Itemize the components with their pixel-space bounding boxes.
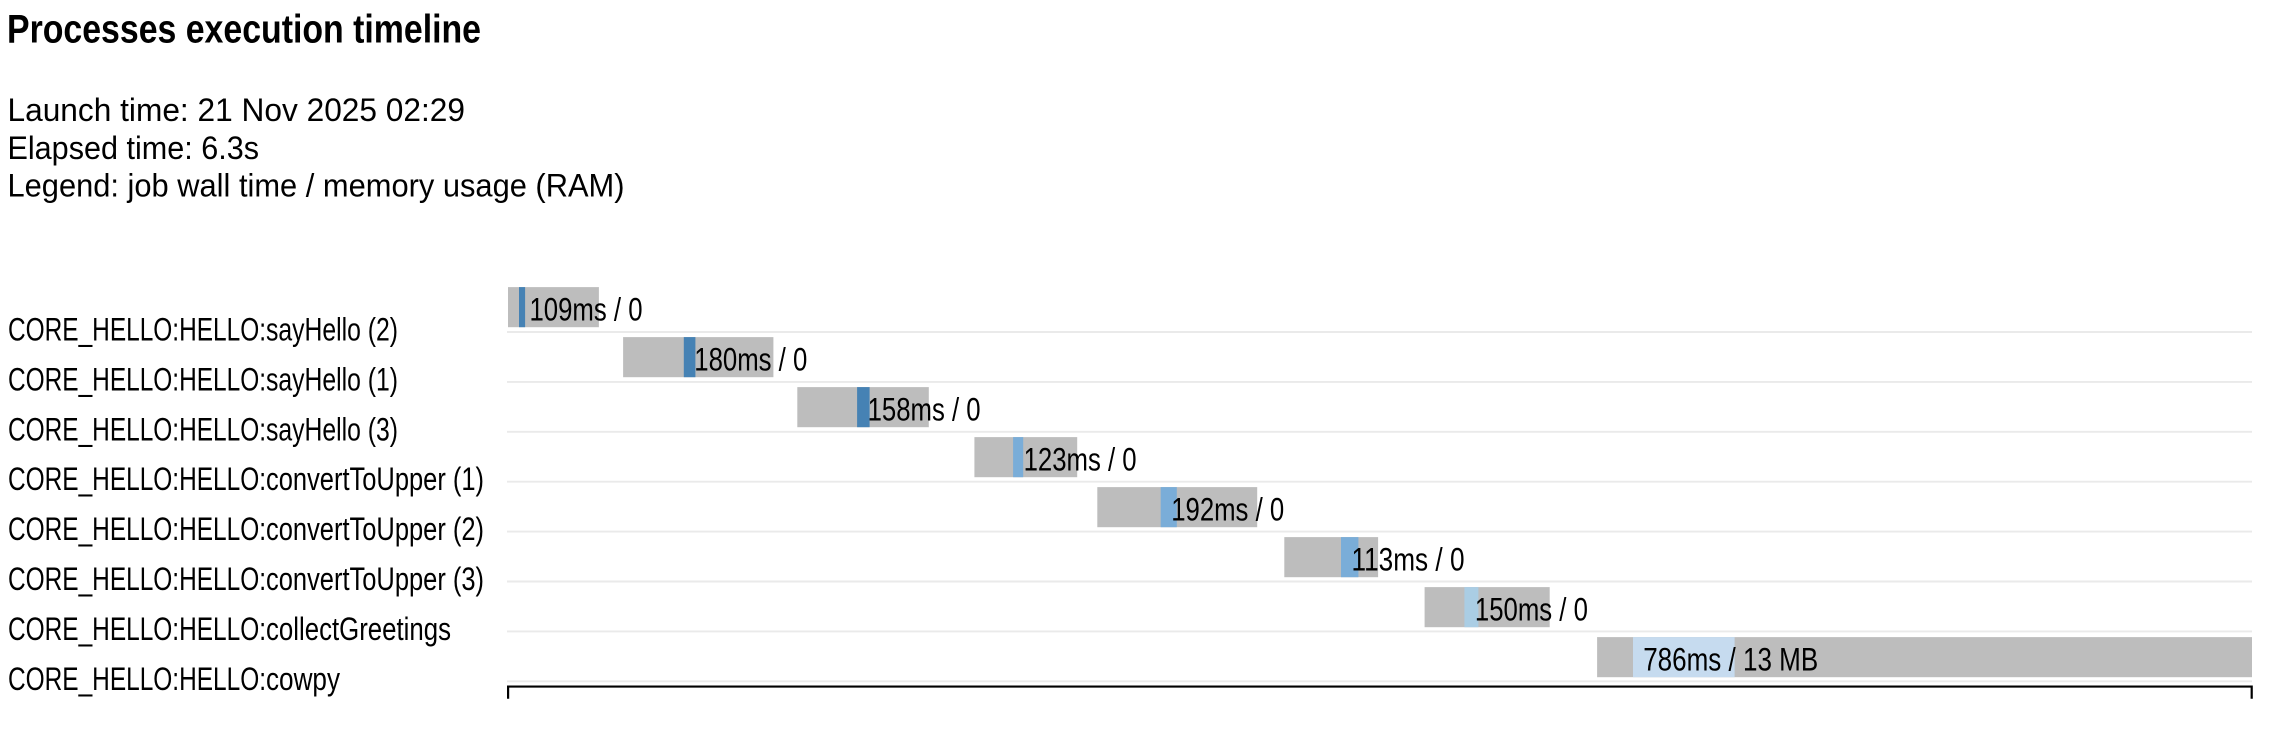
svg-text:CORE_HELLO:HELLO:convertToUppe: CORE_HELLO:HELLO:convertToUpper (1) xyxy=(8,461,484,497)
svg-text:Processes execution timeline: Processes execution timeline xyxy=(7,7,481,51)
svg-text:Legend: job wall time / memory: Legend: job wall time / memory usage (RA… xyxy=(8,168,625,204)
svg-text:786ms / 13 MB: 786ms / 13 MB xyxy=(1643,642,1818,678)
svg-text:Launch time: 21 Nov 2025 02:29: Launch time: 21 Nov 2025 02:29 xyxy=(8,92,466,128)
svg-text:CORE_HELLO:HELLO:sayHello (2): CORE_HELLO:HELLO:sayHello (2) xyxy=(8,312,398,348)
svg-text:192ms / 0: 192ms / 0 xyxy=(1171,492,1284,528)
svg-text:CORE_HELLO:HELLO:collectGreeti: CORE_HELLO:HELLO:collectGreetings xyxy=(8,611,451,647)
svg-text:CORE_HELLO:HELLO:sayHello (1): CORE_HELLO:HELLO:sayHello (1) xyxy=(8,361,398,397)
svg-text:CORE_HELLO:HELLO:convertToUppe: CORE_HELLO:HELLO:convertToUpper (2) xyxy=(8,511,484,547)
svg-text:CORE_HELLO:HELLO:convertToUppe: CORE_HELLO:HELLO:convertToUpper (3) xyxy=(8,561,484,597)
svg-text:CORE_HELLO:HELLO:cowpy: CORE_HELLO:HELLO:cowpy xyxy=(8,661,340,697)
svg-text:CORE_HELLO:HELLO:sayHello (3): CORE_HELLO:HELLO:sayHello (3) xyxy=(8,411,398,447)
svg-text:123ms / 0: 123ms / 0 xyxy=(1024,442,1137,478)
svg-text:109ms / 0: 109ms / 0 xyxy=(530,292,643,328)
svg-text:158ms / 0: 158ms / 0 xyxy=(868,392,981,428)
svg-text:180ms / 0: 180ms / 0 xyxy=(694,342,807,378)
svg-text:150ms / 0: 150ms / 0 xyxy=(1475,592,1588,628)
svg-text:Elapsed time: 6.3s: Elapsed time: 6.3s xyxy=(8,130,260,166)
svg-text:113ms / 0: 113ms / 0 xyxy=(1352,542,1465,578)
